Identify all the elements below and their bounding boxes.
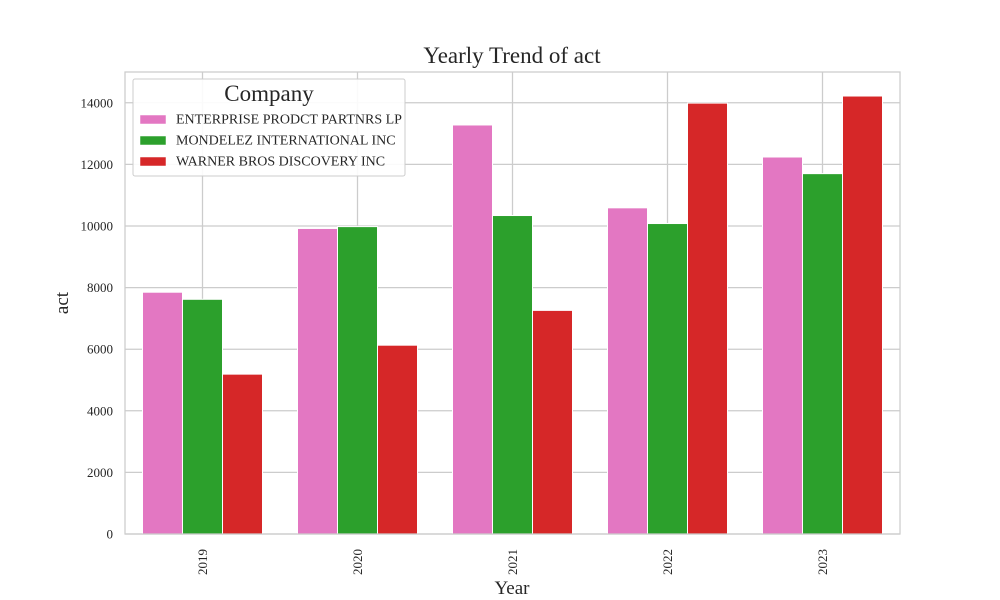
- x-tick-label: 2021: [505, 549, 520, 575]
- legend-swatch: [139, 114, 167, 125]
- bar: [297, 227, 338, 535]
- y-axis-label: act: [52, 291, 73, 314]
- bar: [647, 223, 688, 535]
- legend: Company ENTERPRISE PRODCT PARTNRS LP MOND…: [132, 78, 406, 177]
- y-tick-label: 12000: [81, 157, 114, 172]
- legend-label: WARNER BROS DISCOVERY INC: [176, 155, 385, 170]
- legend-box: [132, 78, 406, 177]
- y-tick-label: 14000: [81, 95, 114, 110]
- bar: [842, 95, 883, 535]
- legend-label: ENTERPRISE PRODCT PARTNRS LP: [176, 113, 402, 128]
- x-axis-label: Year: [494, 578, 530, 599]
- bar: [377, 344, 418, 535]
- x-tick-label: 2019: [195, 549, 210, 575]
- bar: [762, 156, 803, 535]
- bar: [802, 173, 843, 535]
- y-tick-label: 8000: [87, 280, 113, 295]
- chart-title: Yearly Trend of act: [423, 43, 601, 68]
- legend-title: Company: [224, 81, 314, 106]
- bar: [142, 291, 183, 535]
- legend-entries: ENTERPRISE PRODCT PARTNRS LP MONDELEZ INT…: [139, 113, 402, 170]
- x-tick-labels: 2019 2020 2021 2022 2023: [195, 549, 830, 575]
- bar: [222, 373, 263, 535]
- y-tick-label: 2000: [87, 465, 113, 480]
- y-tick-label: 4000: [87, 403, 113, 418]
- legend-label: MONDELEZ INTERNATIONAL INC: [176, 134, 396, 149]
- legend-swatch: [139, 156, 167, 167]
- x-tick-label: 2020: [350, 549, 365, 575]
- bar: [607, 207, 648, 535]
- plot-frame: [124, 71, 901, 535]
- y-tick-label: 0: [107, 527, 114, 542]
- bar: [337, 226, 378, 535]
- x-tick-label: 2022: [660, 549, 675, 575]
- y-tick-label: 6000: [87, 342, 113, 357]
- bar: [492, 215, 533, 535]
- legend-swatch: [139, 135, 167, 146]
- x-tick-label: 2023: [815, 549, 830, 575]
- bar: [182, 298, 223, 535]
- bar: [532, 309, 573, 535]
- y-tick-labels: 0 2000 4000 6000 8000 10000 12000 14000: [81, 95, 114, 541]
- y-tick-label: 10000: [81, 219, 114, 234]
- bars: [142, 95, 883, 535]
- bar: [452, 124, 493, 535]
- bar: [687, 102, 728, 535]
